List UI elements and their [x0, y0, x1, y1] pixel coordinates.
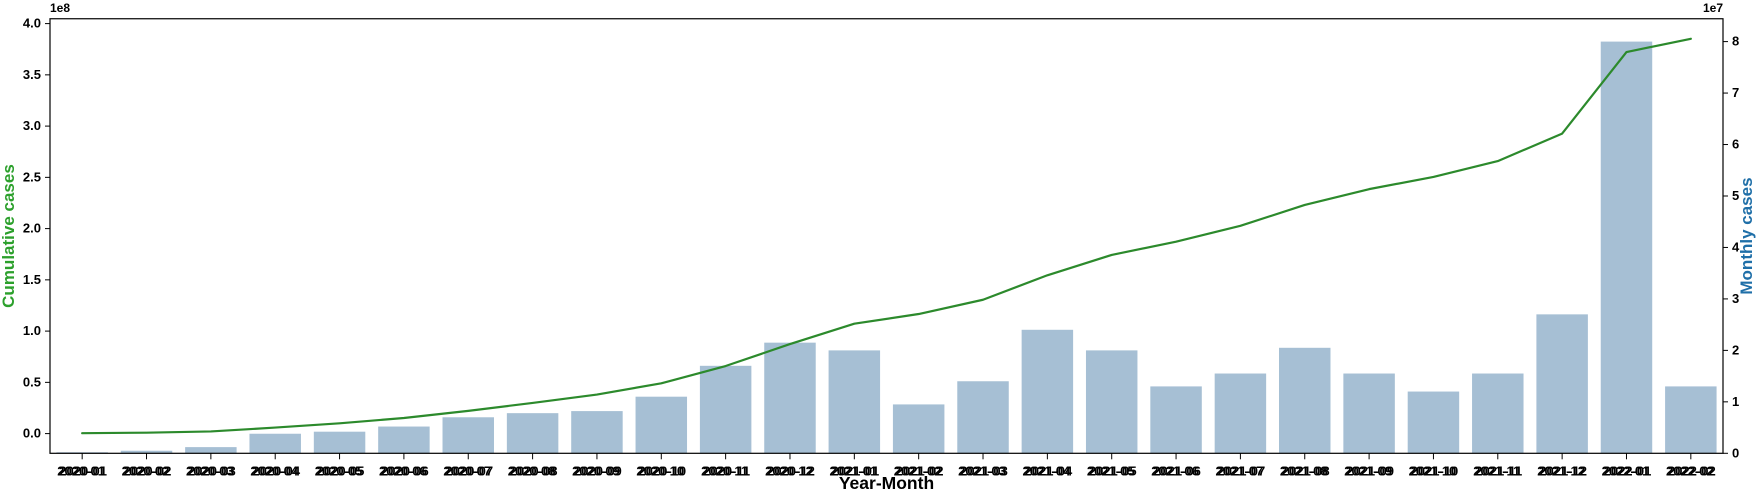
svg-text:2020-05: 2020-05 [317, 463, 365, 478]
svg-text:2021-05: 2021-05 [1089, 463, 1137, 478]
svg-text:2020-11: 2020-11 [703, 463, 750, 478]
svg-text:2.0: 2.0 [23, 221, 41, 236]
svg-text:Monthly cases: Monthly cases [1737, 177, 1756, 294]
svg-text:2020-10: 2020-10 [638, 463, 686, 478]
svg-text:2020-07: 2020-07 [445, 463, 493, 478]
svg-text:1e7: 1e7 [1703, 1, 1723, 15]
svg-text:2020-04: 2020-04 [252, 463, 300, 478]
svg-text:2020-09: 2020-09 [574, 463, 622, 478]
svg-text:Year-Month: Year-Month [839, 473, 934, 493]
svg-text:1.0: 1.0 [23, 323, 41, 338]
svg-text:2021-11: 2021-11 [1475, 463, 1522, 478]
svg-text:3.0: 3.0 [23, 118, 41, 133]
svg-text:2021-04: 2021-04 [1025, 463, 1073, 478]
svg-text:2021-08: 2021-08 [1282, 463, 1330, 478]
svg-text:2021-12: 2021-12 [1539, 463, 1587, 478]
svg-text:2: 2 [1732, 342, 1739, 357]
svg-text:7: 7 [1732, 85, 1739, 100]
svg-text:1.5: 1.5 [23, 272, 41, 287]
svg-text:2021-07: 2021-07 [1218, 463, 1266, 478]
svg-text:1: 1 [1732, 394, 1739, 409]
svg-text:0.5: 0.5 [23, 374, 41, 389]
svg-text:2.5: 2.5 [23, 169, 41, 184]
svg-text:2022-02: 2022-02 [1668, 463, 1716, 478]
svg-text:2022-01: 2022-01 [1604, 463, 1652, 478]
svg-text:0: 0 [1732, 445, 1739, 460]
svg-text:2020-03: 2020-03 [188, 463, 236, 478]
svg-text:2020-02: 2020-02 [124, 463, 172, 478]
svg-text:2020-08: 2020-08 [510, 463, 558, 478]
svg-text:2021-10: 2021-10 [1411, 463, 1459, 478]
svg-text:6: 6 [1732, 137, 1739, 152]
svg-text:1e8: 1e8 [50, 1, 70, 15]
svg-text:2021-06: 2021-06 [1153, 463, 1201, 478]
svg-text:2020-12: 2020-12 [767, 463, 815, 478]
svg-text:2020-06: 2020-06 [381, 463, 429, 478]
svg-text:3.5: 3.5 [23, 67, 41, 82]
svg-text:4.0: 4.0 [23, 16, 41, 31]
svg-text:2021-09: 2021-09 [1346, 463, 1394, 478]
svg-text:Cumulative cases: Cumulative cases [0, 164, 18, 308]
svg-text:8: 8 [1732, 34, 1739, 49]
svg-text:2020-01: 2020-01 [59, 463, 107, 478]
svg-text:2021-03: 2021-03 [960, 463, 1008, 478]
svg-text:0.0: 0.0 [23, 426, 41, 441]
